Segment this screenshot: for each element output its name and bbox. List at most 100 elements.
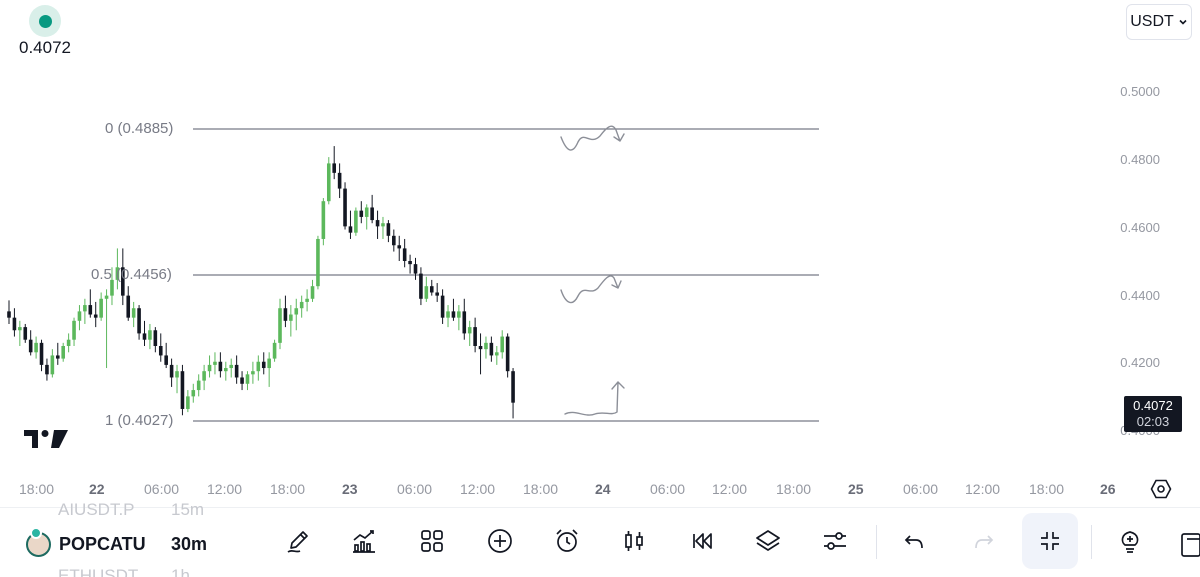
replay-icon[interactable]	[683, 523, 719, 559]
layers-icon[interactable]	[750, 523, 786, 559]
candle-up	[272, 342, 277, 359]
collapse-fullscreen-icon[interactable]	[1022, 513, 1078, 569]
candle-down	[392, 235, 396, 246]
header-current-price: 0.4072	[19, 38, 71, 57]
time-axis-label: 18:00	[270, 481, 306, 497]
candle-down	[55, 355, 60, 359]
candle-up	[267, 358, 271, 369]
candle-down	[261, 361, 266, 369]
watchlist-next-symbol[interactable]: ETHUSDT	[58, 566, 139, 577]
candle-up	[196, 380, 201, 391]
candle-type-icon[interactable]	[616, 523, 652, 559]
currency-selector[interactable]: USDT	[1126, 4, 1192, 40]
candle-up	[34, 342, 38, 353]
candle-up	[77, 311, 82, 321]
time-axis-label: 24	[595, 481, 611, 497]
time-axis-label: 22	[89, 481, 105, 497]
symbol-selector[interactable]: POPCATU	[59, 534, 146, 554]
candle-down	[462, 311, 467, 334]
candle-up	[131, 308, 136, 318]
tradingview-logo-icon[interactable]	[24, 428, 68, 455]
candle-down	[88, 305, 93, 315]
candle-down	[478, 346, 483, 350]
candle-down	[45, 364, 49, 375]
candle-down	[28, 339, 33, 353]
settings-sliders-icon[interactable]	[817, 523, 853, 559]
candle-up	[381, 223, 385, 227]
current-price-tag: 0.4072 02:03	[1124, 396, 1182, 432]
candle-down	[419, 273, 423, 299]
sketch-arrow-top	[560, 125, 625, 151]
candle-up	[256, 361, 261, 372]
candle-up	[18, 327, 22, 331]
candle-down	[435, 292, 439, 296]
candle-down	[158, 346, 163, 356]
interval-selector[interactable]: 30m	[171, 534, 208, 554]
chart-settings-hex-icon[interactable]	[1148, 476, 1174, 502]
watchlist-prev-symbol[interactable]: AIUSDT.P	[58, 500, 135, 519]
candle-up	[457, 311, 461, 318]
candle-down	[408, 261, 412, 265]
market-open-dot	[38, 14, 52, 28]
candle-down	[283, 308, 288, 321]
candle-up	[467, 327, 472, 334]
candle-up	[310, 286, 315, 299]
time-axis-label: 06:00	[903, 481, 939, 497]
candlestick-series	[7, 146, 515, 419]
candle-up	[326, 163, 331, 202]
candle-up	[72, 320, 76, 340]
market-status-indicator[interactable]	[29, 5, 61, 37]
candle-up	[446, 311, 450, 318]
bottom-toolbar	[0, 507, 1200, 577]
undo-icon[interactable]	[897, 523, 933, 559]
alert-clock-icon[interactable]	[549, 523, 585, 559]
candle-up	[289, 314, 293, 321]
candle-down	[218, 361, 223, 372]
candle-countdown: 02:03	[1136, 414, 1170, 429]
candle-down	[142, 333, 147, 340]
candle-up	[251, 371, 255, 375]
candle-down	[153, 330, 158, 346]
candle-up	[186, 396, 190, 409]
time-axis-label: 12:00	[460, 481, 496, 497]
candle-down	[505, 336, 510, 372]
more-icon[interactable]	[1178, 530, 1200, 560]
time-axis-label: 12:00	[207, 481, 243, 497]
candle-up	[299, 301, 304, 309]
candle-down	[164, 355, 168, 365]
price-axis-label: 0.4400	[1120, 288, 1160, 303]
toolbar-divider	[1091, 525, 1092, 559]
candle-down	[93, 314, 98, 318]
candle-down	[337, 172, 342, 189]
candle-up	[213, 361, 217, 365]
candle-up	[321, 201, 326, 239]
lightbulb-ideas-icon[interactable]	[1112, 523, 1148, 559]
candle-up	[354, 210, 358, 233]
time-axis-label: 12:00	[712, 481, 748, 497]
add-icon[interactable]	[482, 523, 518, 559]
indicators-icon[interactable]	[346, 523, 382, 559]
currency-label: USDT	[1130, 13, 1174, 30]
watchlist-prev-interval[interactable]: 15m	[171, 500, 205, 519]
candle-down	[126, 295, 131, 318]
candle-down	[39, 342, 44, 365]
candle-up	[424, 286, 429, 299]
candle-down	[137, 308, 141, 334]
candle-up	[110, 279, 114, 296]
fibonacci-retracement[interactable]	[193, 128, 819, 422]
candle-up	[224, 368, 228, 372]
hand-drawn-arrows[interactable]	[560, 125, 625, 416]
watchlist-next-interval[interactable]: 1h	[171, 566, 190, 577]
candle-down	[23, 327, 28, 340]
candle-up	[229, 364, 234, 369]
candle-down	[440, 295, 445, 318]
layout-grid-icon[interactable]	[414, 523, 450, 559]
candle-down	[7, 311, 11, 318]
redo-icon[interactable]	[965, 523, 1001, 559]
price-axis-label: 0.4200	[1120, 355, 1160, 370]
chevron-down-icon	[1179, 19, 1187, 25]
candle-up	[305, 298, 309, 302]
candle-up	[148, 330, 152, 340]
draw-pen-icon[interactable]	[280, 523, 316, 559]
